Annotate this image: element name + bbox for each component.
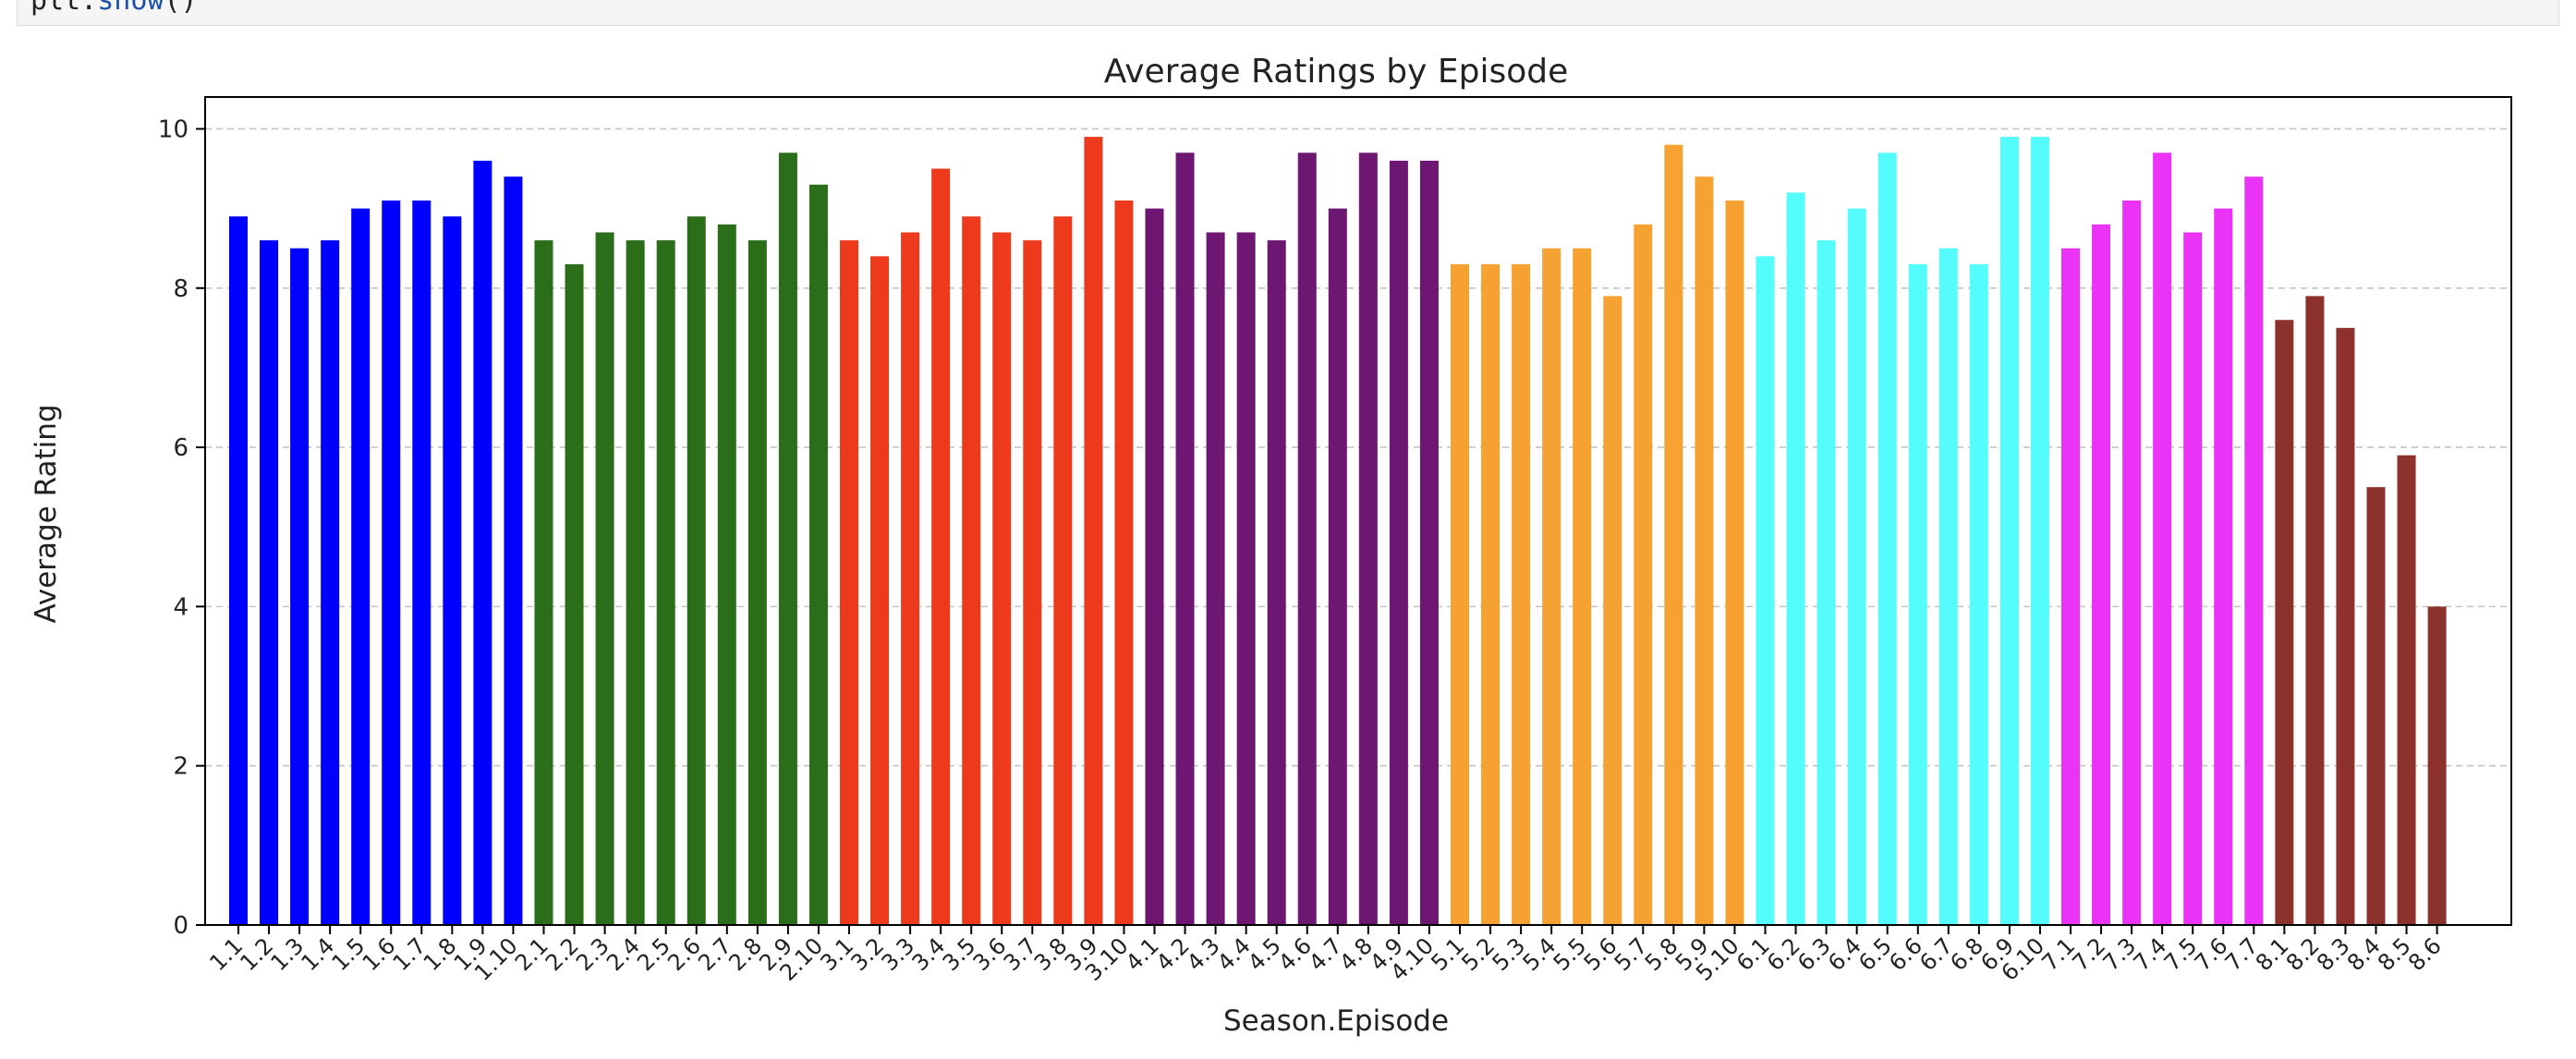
bar-episode-4.3: [1206, 232, 1225, 925]
bar-episode-4.5: [1267, 240, 1286, 926]
bar-episode-1.6: [382, 201, 401, 925]
bar-episode-4.10: [1419, 160, 1439, 926]
bar-episode-2.3: [595, 232, 614, 925]
bar-episode-6.10: [2030, 137, 2049, 925]
bar-episode-3.8: [1053, 216, 1073, 926]
y-axis-ticks: 0 2 4 6 8 10: [158, 116, 205, 940]
bar-episode-6.5: [1877, 152, 1897, 925]
bar-episode-2.5: [656, 240, 675, 926]
bar-episode-4.6: [1297, 152, 1317, 925]
bar-episode-6.1: [1756, 256, 1775, 925]
bar-episode-1.5: [351, 208, 371, 925]
bar-episode-2.6: [687, 216, 706, 926]
bar-episode-7.3: [2122, 201, 2142, 925]
bar-episode-3.5: [962, 216, 981, 926]
bar-episode-4.2: [1175, 152, 1195, 925]
bar-episode-8.2: [2305, 296, 2325, 925]
x-axis-ticks: 1.11.21.31.41.51.61.71.81.91.102.12.22.3…: [204, 925, 2447, 986]
bar-episode-6.2: [1786, 192, 1805, 925]
bar-episode-2.8: [747, 240, 767, 926]
bar-episode-3.7: [1023, 240, 1042, 926]
bar-episode-7.6: [2214, 208, 2233, 925]
chart-title: Average Ratings by Episode: [1104, 53, 1569, 91]
y-tick-label: 0: [173, 912, 188, 940]
bar-episode-6.6: [1908, 263, 1927, 925]
bar-episode-3.6: [992, 232, 1012, 925]
bar-episode-5.4: [1542, 248, 1561, 925]
bar-episode-8.1: [2275, 320, 2294, 926]
bar-episode-7.7: [2244, 176, 2264, 925]
bar-episode-4.9: [1389, 160, 1408, 926]
x-tick-label: 8.6: [2403, 932, 2447, 976]
bar-episode-2.10: [808, 184, 828, 925]
bar-episode-2.9: [778, 152, 797, 925]
bar-episode-1.3: [290, 248, 310, 925]
plot-frame: [204, 96, 2512, 926]
bar-episode-2.2: [565, 263, 584, 925]
bar-episode-6.4: [1847, 208, 1866, 925]
bar-episode-5.10: [1725, 201, 1744, 925]
bar-episode-8.5: [2397, 455, 2416, 925]
bar-episode-6.9: [1999, 137, 2019, 925]
bar-episode-2.1: [534, 240, 553, 926]
bar-episode-5.5: [1573, 248, 1592, 925]
bar-episode-1.8: [443, 216, 462, 926]
bar-episode-1.4: [321, 240, 340, 926]
y-tick-label: 2: [173, 753, 188, 781]
bars: [229, 137, 2447, 926]
y-axis-label: Average Rating: [30, 404, 63, 623]
bar-episode-3.3: [901, 232, 920, 925]
bar-episode-8.4: [2366, 487, 2386, 925]
bar-episode-5.2: [1481, 263, 1501, 925]
bar-episode-3.10: [1114, 201, 1134, 925]
bar-episode-5.8: [1664, 144, 1683, 925]
code-object: plt.: [30, 0, 98, 17]
bar-episode-5.7: [1634, 224, 1653, 926]
bar-episode-5.3: [1512, 263, 1531, 925]
bar-episode-3.9: [1084, 137, 1103, 925]
bar-episode-7.1: [2061, 248, 2080, 925]
bar-episode-4.1: [1145, 208, 1164, 925]
bar-episode-6.7: [1938, 248, 1958, 925]
bar-episode-1.2: [260, 240, 279, 926]
bar-episode-1.1: [229, 216, 248, 926]
bar-episode-3.2: [870, 256, 890, 925]
code-cell[interactable]: plt.show(): [17, 0, 2559, 26]
y-tick-label: 10: [158, 116, 188, 143]
bar-episode-2.4: [626, 240, 645, 926]
bar-episode-8.3: [2336, 327, 2355, 926]
bar-episode-3.4: [931, 168, 951, 926]
bar-episode-7.5: [2183, 232, 2203, 925]
y-tick-label: 8: [173, 275, 188, 303]
bar-episode-2.7: [717, 224, 736, 926]
code-line: plt.show(): [30, 0, 198, 15]
bar-episode-5.6: [1603, 296, 1622, 925]
x-axis-label: Season.Episode: [1223, 1004, 1449, 1038]
y-tick-label: 4: [173, 593, 188, 621]
bar-episode-5.1: [1451, 263, 1469, 925]
y-tick-label: 6: [173, 434, 188, 462]
bar-episode-3.1: [840, 240, 858, 926]
bar-episode-4.8: [1358, 152, 1378, 925]
bar-episode-1.10: [504, 176, 523, 925]
bar-episode-1.7: [412, 201, 431, 925]
bar-episode-5.9: [1695, 176, 1714, 925]
code-function: show: [97, 0, 164, 17]
bar-episode-1.9: [473, 160, 492, 926]
bar-episode-4.7: [1328, 208, 1347, 925]
bar-episode-6.8: [1969, 263, 1988, 925]
bar-episode-4.4: [1236, 232, 1256, 925]
bar-episode-7.2: [2092, 224, 2111, 926]
bar-episode-6.3: [1817, 240, 1836, 926]
bar-episode-7.4: [2153, 152, 2172, 925]
bar-episode-8.6: [2427, 606, 2447, 925]
code-args: (): [164, 0, 198, 17]
